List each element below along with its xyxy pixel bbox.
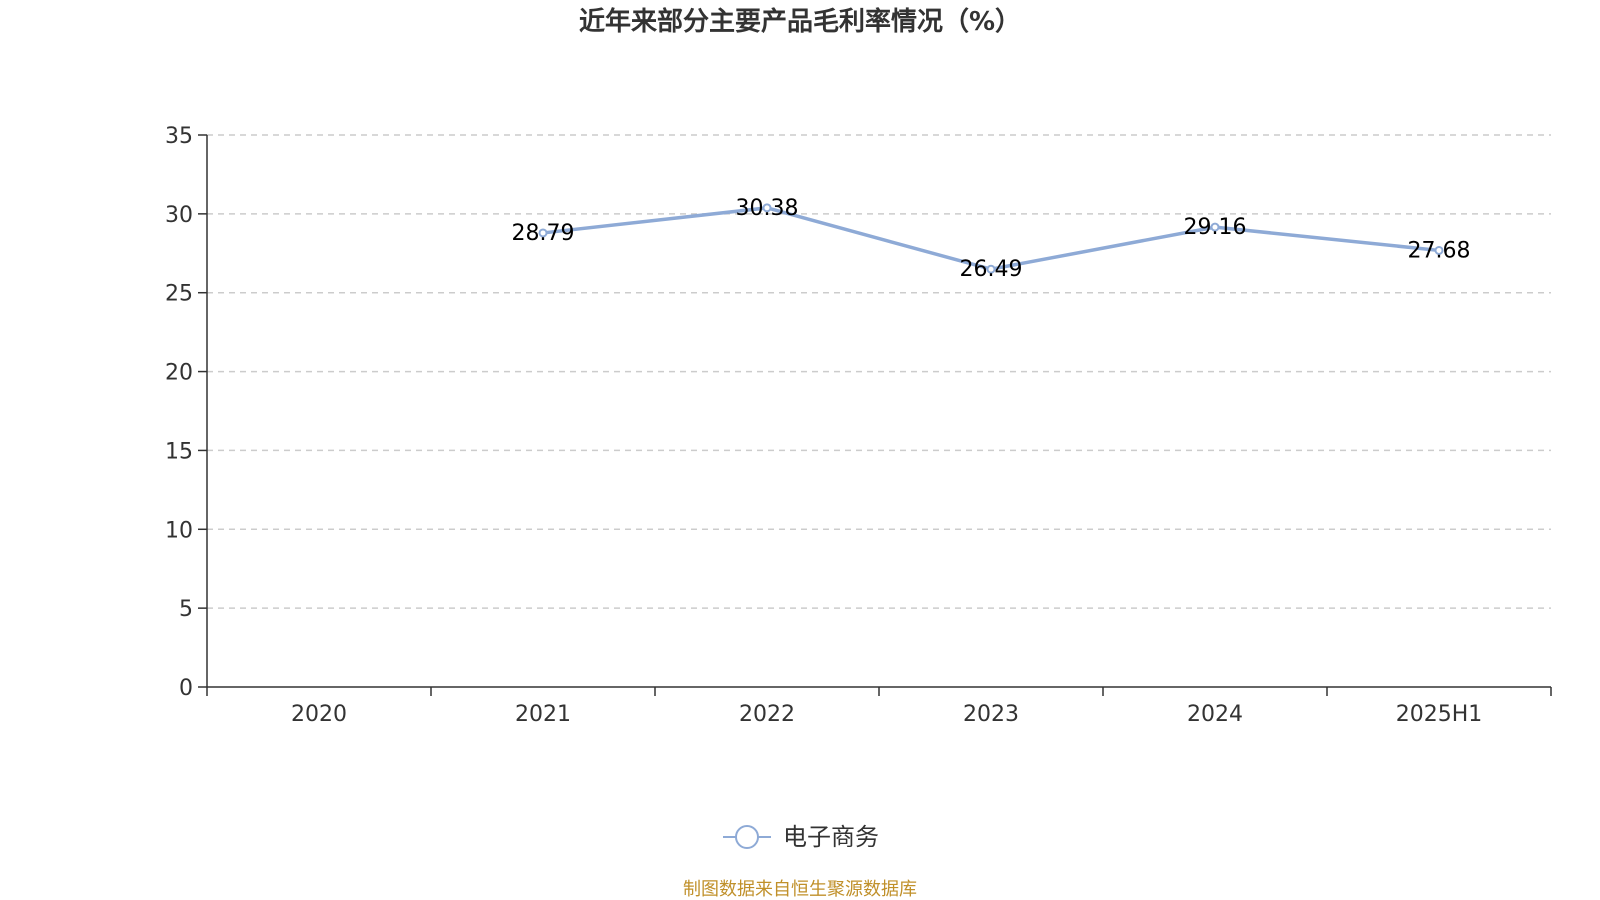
data-label: 26.49 xyxy=(960,257,1023,282)
x-tick-label: 2024 xyxy=(1187,702,1243,727)
y-tick-label: 30 xyxy=(165,203,193,228)
y-tick-label: 5 xyxy=(179,597,193,622)
data-point[interactable] xyxy=(986,264,996,274)
legend-label: 电子商务 xyxy=(783,823,879,851)
x-tick-label: 2025H1 xyxy=(1396,702,1483,727)
data-point[interactable] xyxy=(1434,245,1444,255)
y-tick-label: 0 xyxy=(179,676,193,701)
data-points xyxy=(538,203,1444,274)
x-tick-label: 2022 xyxy=(739,702,795,727)
data-point[interactable] xyxy=(538,228,548,238)
y-tick-label: 20 xyxy=(165,361,193,386)
data-point[interactable] xyxy=(762,203,772,213)
y-tick-label: 25 xyxy=(165,282,193,307)
data-label: 29.16 xyxy=(1184,215,1247,240)
legend-line-circle-icon xyxy=(723,825,771,849)
gridlines xyxy=(207,134,1551,609)
data-label: 27.68 xyxy=(1408,238,1471,263)
x-tick-label: 2020 xyxy=(291,702,347,727)
legend[interactable]: 电子商务 xyxy=(0,822,1600,852)
chart-title: 近年来部分主要产品毛利率情况（%） xyxy=(578,7,1022,37)
data-labels: 28.79 30.38 26.49 29.16 27.68 xyxy=(512,196,1471,282)
y-tick-label: 10 xyxy=(165,518,193,543)
x-tick-label: 2023 xyxy=(963,702,1019,727)
axes: 0 5 10 15 20 25 30 35 2020 2021 2022 2023 2024 2025H1 xyxy=(165,124,1552,727)
y-tick-label: 35 xyxy=(165,124,193,149)
data-label: 30.38 xyxy=(736,196,799,221)
x-tick-label: 2021 xyxy=(515,702,571,727)
y-tick-label: 15 xyxy=(165,439,193,464)
source-note: 制图数据来自恒生聚源数据库 xyxy=(683,879,917,900)
data-label: 28.79 xyxy=(512,221,575,246)
data-point[interactable] xyxy=(1210,222,1220,232)
